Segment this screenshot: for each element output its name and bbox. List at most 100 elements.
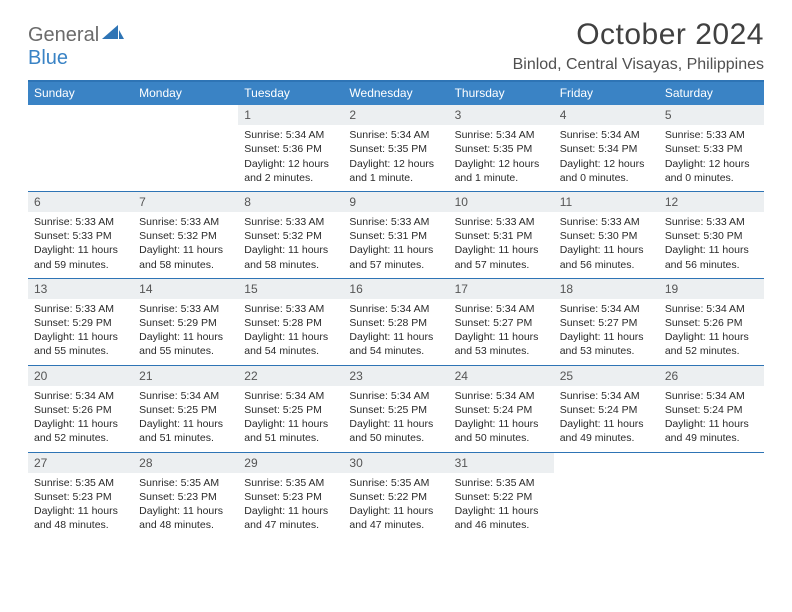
day-cell: 5Sunrise: 5:33 AMSunset: 5:33 PMDaylight… xyxy=(659,105,764,191)
day-body: Sunrise: 5:34 AMSunset: 5:24 PMDaylight:… xyxy=(659,386,764,452)
sunset-line: Sunset: 5:34 PM xyxy=(560,142,653,156)
day-number: 4 xyxy=(554,105,659,125)
dow-monday: Monday xyxy=(133,82,238,105)
daylight-line: Daylight: 11 hours and 51 minutes. xyxy=(139,417,232,445)
day-number: 31 xyxy=(449,453,554,473)
sunrise-line: Sunrise: 5:34 AM xyxy=(560,389,653,403)
day-number: 13 xyxy=(28,279,133,299)
day-number: 6 xyxy=(28,192,133,212)
logo-text-blue: Blue xyxy=(28,47,68,69)
day-cell: 1Sunrise: 5:34 AMSunset: 5:36 PMDaylight… xyxy=(238,105,343,191)
day-cell: 13Sunrise: 5:33 AMSunset: 5:29 PMDayligh… xyxy=(28,279,133,365)
daylight-line: Daylight: 11 hours and 47 minutes. xyxy=(244,504,337,532)
sunset-line: Sunset: 5:26 PM xyxy=(34,403,127,417)
sunrise-line: Sunrise: 5:33 AM xyxy=(560,215,653,229)
daylight-line: Daylight: 11 hours and 59 minutes. xyxy=(34,243,127,271)
day-body: Sunrise: 5:34 AMSunset: 5:36 PMDaylight:… xyxy=(238,125,343,191)
sunrise-line: Sunrise: 5:34 AM xyxy=(244,389,337,403)
header: General Blue October 2024 Binlod, Centra… xyxy=(28,18,764,74)
daylight-line: Daylight: 11 hours and 56 minutes. xyxy=(560,243,653,271)
sunset-line: Sunset: 5:24 PM xyxy=(455,403,548,417)
day-body: Sunrise: 5:34 AMSunset: 5:25 PMDaylight:… xyxy=(133,386,238,452)
day-number: 14 xyxy=(133,279,238,299)
daylight-line: Daylight: 11 hours and 52 minutes. xyxy=(34,417,127,445)
sunrise-line: Sunrise: 5:33 AM xyxy=(34,215,127,229)
day-cell: 29Sunrise: 5:35 AMSunset: 5:23 PMDayligh… xyxy=(238,453,343,539)
sunset-line: Sunset: 5:28 PM xyxy=(349,316,442,330)
day-number: 28 xyxy=(133,453,238,473)
day-body: Sunrise: 5:34 AMSunset: 5:27 PMDaylight:… xyxy=(449,299,554,365)
day-number: 11 xyxy=(554,192,659,212)
sunrise-line: Sunrise: 5:34 AM xyxy=(455,302,548,316)
daylight-line: Daylight: 11 hours and 58 minutes. xyxy=(139,243,232,271)
day-number: 20 xyxy=(28,366,133,386)
day-number: 22 xyxy=(238,366,343,386)
sunset-line: Sunset: 5:35 PM xyxy=(349,142,442,156)
day-body: Sunrise: 5:35 AMSunset: 5:23 PMDaylight:… xyxy=(133,473,238,539)
sunset-line: Sunset: 5:25 PM xyxy=(349,403,442,417)
day-cell: 21Sunrise: 5:34 AMSunset: 5:25 PMDayligh… xyxy=(133,366,238,452)
sunrise-line: Sunrise: 5:34 AM xyxy=(455,389,548,403)
day-number: 18 xyxy=(554,279,659,299)
day-body: Sunrise: 5:34 AMSunset: 5:25 PMDaylight:… xyxy=(343,386,448,452)
daylight-line: Daylight: 11 hours and 47 minutes. xyxy=(349,504,442,532)
sunrise-line: Sunrise: 5:35 AM xyxy=(349,476,442,490)
day-cell: 3Sunrise: 5:34 AMSunset: 5:35 PMDaylight… xyxy=(449,105,554,191)
sunset-line: Sunset: 5:27 PM xyxy=(560,316,653,330)
day-cell: 11Sunrise: 5:33 AMSunset: 5:30 PMDayligh… xyxy=(554,192,659,278)
day-number: 8 xyxy=(238,192,343,212)
week-row: 20Sunrise: 5:34 AMSunset: 5:26 PMDayligh… xyxy=(28,365,764,452)
day-cell: 16Sunrise: 5:34 AMSunset: 5:28 PMDayligh… xyxy=(343,279,448,365)
day-cell: 18Sunrise: 5:34 AMSunset: 5:27 PMDayligh… xyxy=(554,279,659,365)
daylight-line: Daylight: 11 hours and 52 minutes. xyxy=(665,330,758,358)
day-body: Sunrise: 5:33 AMSunset: 5:29 PMDaylight:… xyxy=(28,299,133,365)
day-body: Sunrise: 5:34 AMSunset: 5:26 PMDaylight:… xyxy=(659,299,764,365)
sunrise-line: Sunrise: 5:34 AM xyxy=(244,128,337,142)
sunset-line: Sunset: 5:33 PM xyxy=(665,142,758,156)
day-body: Sunrise: 5:34 AMSunset: 5:26 PMDaylight:… xyxy=(28,386,133,452)
sunrise-line: Sunrise: 5:35 AM xyxy=(34,476,127,490)
sunset-line: Sunset: 5:26 PM xyxy=(665,316,758,330)
dow-wednesday: Wednesday xyxy=(343,82,448,105)
sunset-line: Sunset: 5:24 PM xyxy=(560,403,653,417)
day-body: Sunrise: 5:33 AMSunset: 5:31 PMDaylight:… xyxy=(449,212,554,278)
day-body: Sunrise: 5:34 AMSunset: 5:25 PMDaylight:… xyxy=(238,386,343,452)
sunset-line: Sunset: 5:33 PM xyxy=(34,229,127,243)
daylight-line: Daylight: 12 hours and 1 minute. xyxy=(455,157,548,185)
day-body: Sunrise: 5:34 AMSunset: 5:35 PMDaylight:… xyxy=(343,125,448,191)
daylight-line: Daylight: 11 hours and 50 minutes. xyxy=(455,417,548,445)
empty-cell xyxy=(133,105,238,191)
page-title: October 2024 xyxy=(513,18,764,52)
logo-text-general: General xyxy=(28,24,99,46)
sunrise-line: Sunrise: 5:33 AM xyxy=(455,215,548,229)
day-body: Sunrise: 5:34 AMSunset: 5:24 PMDaylight:… xyxy=(554,386,659,452)
day-body: Sunrise: 5:33 AMSunset: 5:32 PMDaylight:… xyxy=(238,212,343,278)
calendar: SundayMondayTuesdayWednesdayThursdayFrid… xyxy=(28,80,764,538)
day-cell: 17Sunrise: 5:34 AMSunset: 5:27 PMDayligh… xyxy=(449,279,554,365)
dow-saturday: Saturday xyxy=(659,82,764,105)
sunset-line: Sunset: 5:25 PM xyxy=(139,403,232,417)
sunrise-line: Sunrise: 5:34 AM xyxy=(139,389,232,403)
day-cell: 20Sunrise: 5:34 AMSunset: 5:26 PMDayligh… xyxy=(28,366,133,452)
sunrise-line: Sunrise: 5:33 AM xyxy=(139,215,232,229)
day-cell: 2Sunrise: 5:34 AMSunset: 5:35 PMDaylight… xyxy=(343,105,448,191)
sunrise-line: Sunrise: 5:34 AM xyxy=(560,302,653,316)
sunrise-line: Sunrise: 5:34 AM xyxy=(560,128,653,142)
day-cell: 12Sunrise: 5:33 AMSunset: 5:30 PMDayligh… xyxy=(659,192,764,278)
day-body: Sunrise: 5:33 AMSunset: 5:30 PMDaylight:… xyxy=(554,212,659,278)
day-cell: 25Sunrise: 5:34 AMSunset: 5:24 PMDayligh… xyxy=(554,366,659,452)
daylight-line: Daylight: 12 hours and 2 minutes. xyxy=(244,157,337,185)
day-body: Sunrise: 5:35 AMSunset: 5:23 PMDaylight:… xyxy=(238,473,343,539)
week-row: 6Sunrise: 5:33 AMSunset: 5:33 PMDaylight… xyxy=(28,191,764,278)
day-cell: 9Sunrise: 5:33 AMSunset: 5:31 PMDaylight… xyxy=(343,192,448,278)
sunset-line: Sunset: 5:23 PM xyxy=(139,490,232,504)
daylight-line: Daylight: 11 hours and 54 minutes. xyxy=(244,330,337,358)
day-number: 15 xyxy=(238,279,343,299)
day-cell: 15Sunrise: 5:33 AMSunset: 5:28 PMDayligh… xyxy=(238,279,343,365)
sunrise-line: Sunrise: 5:33 AM xyxy=(34,302,127,316)
empty-cell xyxy=(28,105,133,191)
sunset-line: Sunset: 5:28 PM xyxy=(244,316,337,330)
day-cell: 6 Sunrise: 5:33 AMSunset: 5:33 PMDaylight… xyxy=(28,192,133,278)
day-number: 1 xyxy=(238,105,343,125)
day-body: Sunrise: 5:34 AMSunset: 5:34 PMDaylight:… xyxy=(554,125,659,191)
